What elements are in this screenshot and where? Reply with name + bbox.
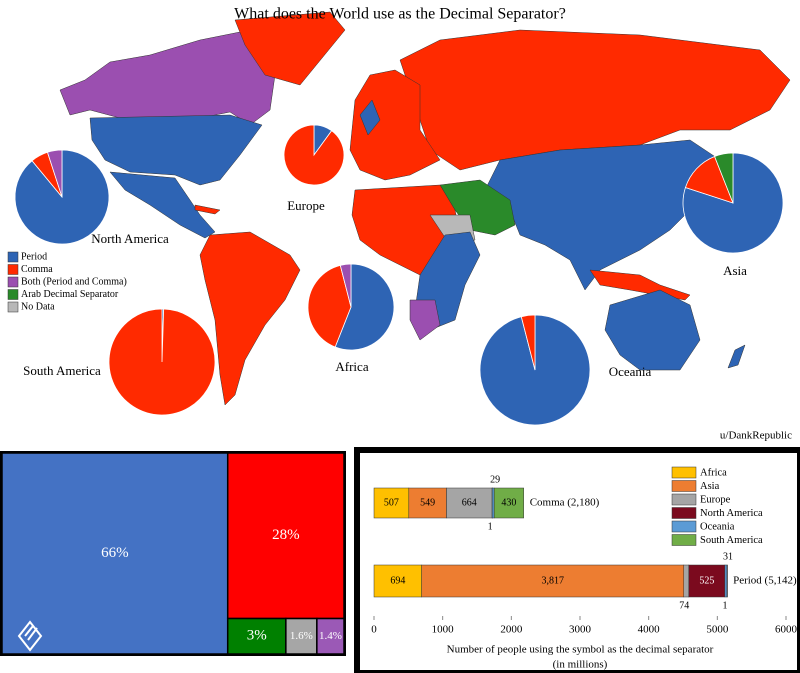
legend-swatch <box>7 289 19 300</box>
treemap-cell <box>226 452 345 620</box>
x-tick-label: 6000 <box>775 624 798 636</box>
canada <box>59 29 276 126</box>
treemap-frame <box>0 451 346 656</box>
bar-value-label: 1 <box>723 600 728 611</box>
x-tick-label: 2000 <box>500 624 523 636</box>
legend-label: Asia <box>700 481 720 492</box>
pie-label: Asia <box>723 263 747 278</box>
treemap-label: 28% <box>272 527 300 543</box>
logo <box>17 620 43 652</box>
legend-swatch <box>671 534 697 546</box>
x-tick-label: 5000 <box>706 624 729 636</box>
legend-swatch <box>671 507 697 519</box>
x-tick-label: 3000 <box>569 624 592 636</box>
legend-label: No Data <box>21 301 55 312</box>
pie-slice <box>108 308 216 416</box>
legend-swatch <box>671 466 697 479</box>
x-tick-label: 1000 <box>432 624 455 636</box>
category-label: Period (5,142) <box>733 575 797 587</box>
x-tick-label: 0 <box>371 624 377 636</box>
treemap-label: 3% <box>247 628 267 644</box>
category-label: Comma (2,180) <box>530 497 600 509</box>
bar-segment <box>373 487 410 519</box>
middle-east <box>439 179 516 236</box>
pie-slice <box>307 264 352 348</box>
south-africa <box>409 299 441 341</box>
credit: u/DankRepublic <box>720 430 792 442</box>
bar-segment <box>493 487 524 519</box>
bar-value-label: 525 <box>699 575 714 586</box>
legend-swatch <box>7 264 19 275</box>
bar-value-label: 1 <box>488 521 493 532</box>
asia <box>479 139 721 291</box>
bar-segment <box>683 564 690 598</box>
world-map <box>59 11 791 406</box>
europe <box>349 69 441 181</box>
treemap-label: 1.6% <box>290 630 313 642</box>
pie-slice <box>334 263 395 351</box>
x-tick-label: 4000 <box>638 624 661 636</box>
legend-label: Arab Decimal Separator <box>21 289 119 300</box>
bar-segment <box>724 564 728 598</box>
south-america <box>199 231 301 406</box>
legend-swatch <box>7 276 19 288</box>
legend-label: Period <box>21 251 47 262</box>
usa <box>89 114 263 186</box>
pie-slice <box>714 152 734 204</box>
pie-label: Africa <box>335 359 368 374</box>
bar-segment <box>421 564 685 598</box>
pie-label: North America <box>91 231 169 246</box>
bar-value-label: 549 <box>420 497 435 508</box>
bar-value-label: 29 <box>490 474 500 485</box>
bar-value-label: 31 <box>723 551 733 562</box>
treemap-cell <box>316 617 345 655</box>
legend-swatch <box>671 493 697 506</box>
treemap-cell <box>226 617 287 655</box>
uk <box>359 99 381 136</box>
legend-swatch <box>671 520 697 533</box>
bar-value-label: 3,817 <box>541 575 564 586</box>
legend-swatch <box>671 480 697 492</box>
pie-slice <box>46 149 63 198</box>
title: What does the World use as the Decimal S… <box>234 6 566 23</box>
legend-label: Both (Period and Comma) <box>21 276 127 287</box>
pie-slice <box>520 314 536 371</box>
legend-label: Comma <box>21 264 53 275</box>
bar-segment <box>726 564 728 598</box>
legend-label: Oceania <box>700 521 735 532</box>
bar-segment <box>491 487 495 519</box>
bar-segment <box>688 564 726 598</box>
legend-label: South America <box>700 535 763 546</box>
legend-swatch <box>7 251 19 263</box>
x-axis-label: (in millions) <box>553 659 608 671</box>
legend-label: North America <box>700 508 763 519</box>
pie-slice <box>339 263 352 308</box>
bar-segment <box>408 487 447 519</box>
bar-chart-frame <box>354 447 800 673</box>
bar-value-label: 694 <box>390 575 405 586</box>
legend-label: Europe <box>700 494 731 505</box>
treemap-cell <box>1 452 229 655</box>
x-axis-label: Number of people using the symbol as the… <box>447 644 714 656</box>
bar-value-label: 430 <box>501 497 516 508</box>
treemap-label: 66% <box>101 545 129 561</box>
australia <box>604 289 701 371</box>
bar-segment <box>446 487 493 519</box>
legend-label: Africa <box>700 467 727 478</box>
pie-label: South America <box>23 363 101 378</box>
pie-slice <box>283 124 345 186</box>
legend-swatch <box>7 301 19 313</box>
treemap-cell <box>285 617 318 655</box>
pie-label: Oceania <box>609 364 652 379</box>
cuba <box>194 204 221 215</box>
bar-value-label: 74 <box>679 600 689 611</box>
bar-value-label: 664 <box>462 497 477 508</box>
pie-label: Europe <box>287 198 325 213</box>
greenland <box>234 11 346 86</box>
new-zealand <box>727 344 746 369</box>
treemap-label: 1.4% <box>319 630 342 642</box>
bar-value-label: 507 <box>384 497 399 508</box>
